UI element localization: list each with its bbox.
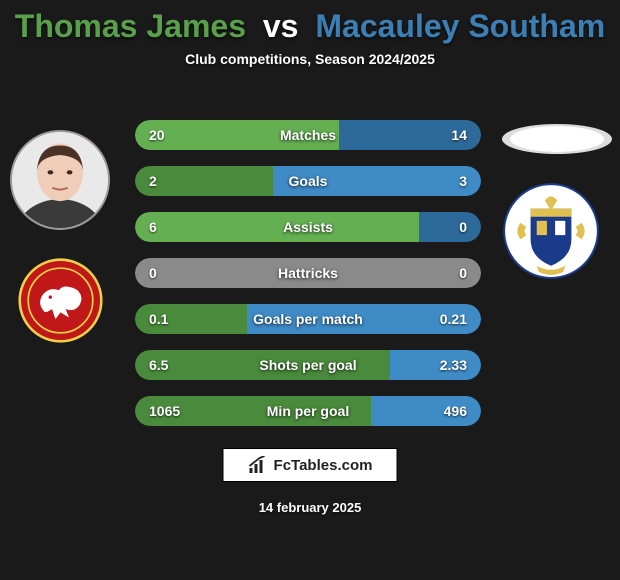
stat-row: 0.10.21Goals per match — [135, 304, 481, 334]
stat-left-value: 2 — [149, 173, 157, 189]
player1-club-crest — [18, 258, 103, 343]
stat-left-value: 6 — [149, 219, 157, 235]
stat-row: 00Hattricks — [135, 258, 481, 288]
page-title: Thomas James vs Macauley Southam — [0, 8, 620, 45]
stat-left-value: 0.1 — [149, 311, 168, 327]
stat-left-half: 6 — [135, 212, 419, 242]
stat-row: 2014Matches — [135, 120, 481, 150]
stat-row: 6.52.33Shots per goal — [135, 350, 481, 380]
stat-right-half: 0 — [419, 212, 481, 242]
stat-right-half: 0.21 — [247, 304, 481, 334]
stat-row: 1065496Min per goal — [135, 396, 481, 426]
stat-row: 60Assists — [135, 212, 481, 242]
stat-right-half: 0 — [308, 258, 481, 288]
stat-right-value: 0.21 — [440, 311, 467, 327]
stat-left-value: 0 — [149, 265, 157, 281]
fctables-watermark: FcTables.com — [223, 448, 398, 482]
stat-right-value: 0 — [459, 219, 467, 235]
comparison-card: Thomas James vs Macauley Southam Club co… — [0, 0, 620, 580]
stat-left-half: 6.5 — [135, 350, 390, 380]
stat-left-half: 20 — [135, 120, 339, 150]
stat-left-value: 1065 — [149, 403, 180, 419]
fctables-logo-icon — [248, 456, 268, 474]
player1-name: Thomas James — [15, 8, 246, 44]
stat-left-half: 0.1 — [135, 304, 247, 334]
subtitle: Club competitions, Season 2024/2025 — [0, 51, 620, 67]
stat-left-value: 6.5 — [149, 357, 168, 373]
player1-avatar — [10, 130, 110, 230]
stat-right-half: 2.33 — [390, 350, 481, 380]
stat-left-half: 1065 — [135, 396, 371, 426]
player2-club-crest — [500, 178, 602, 280]
stat-right-value: 3 — [459, 173, 467, 189]
snapshot-date: 14 february 2025 — [0, 500, 620, 515]
stat-right-half: 14 — [339, 120, 481, 150]
stat-right-value: 0 — [459, 265, 467, 281]
stat-right-value: 496 — [444, 403, 467, 419]
stat-right-value: 14 — [451, 127, 467, 143]
player2-avatar-placeholder — [502, 124, 612, 154]
stat-row: 23Goals — [135, 166, 481, 196]
stats-area: 2014Matches23Goals60Assists00Hattricks0.… — [135, 120, 481, 442]
stat-right-half: 3 — [273, 166, 481, 196]
stat-right-value: 2.33 — [440, 357, 467, 373]
stat-left-half: 0 — [135, 258, 308, 288]
stat-right-half: 496 — [371, 396, 481, 426]
stat-left-value: 20 — [149, 127, 165, 143]
player2-name: Macauley Southam — [315, 8, 605, 44]
stat-left-half: 2 — [135, 166, 273, 196]
vs-separator: vs — [263, 8, 299, 44]
fctables-text: FcTables.com — [274, 457, 373, 474]
